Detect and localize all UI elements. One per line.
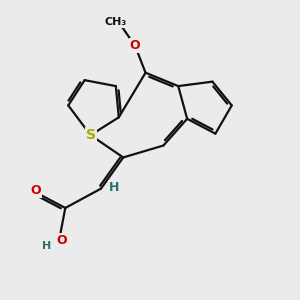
Text: H: H	[109, 181, 119, 194]
Text: S: S	[85, 128, 96, 142]
Text: O: O	[130, 40, 140, 52]
Text: H: H	[42, 241, 52, 251]
Text: O: O	[56, 234, 67, 247]
Text: O: O	[30, 184, 41, 196]
Text: CH₃: CH₃	[105, 17, 127, 27]
